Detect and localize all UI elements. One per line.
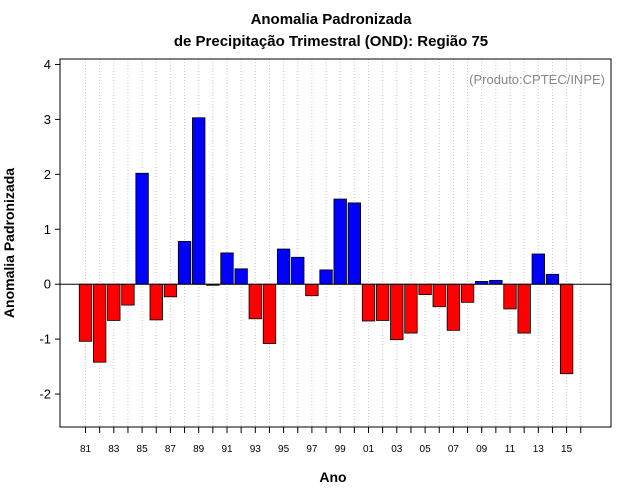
x-tick-label: 89 (193, 444, 205, 455)
bar-1997 (305, 283, 319, 297)
bar-1983 (107, 283, 121, 321)
bar-1987 (163, 283, 178, 298)
bar-2015 (559, 283, 574, 375)
bar-2011 (503, 283, 517, 310)
x-tick-label: 87 (165, 444, 177, 455)
bar-1984 (121, 283, 135, 306)
bar-1988 (177, 240, 192, 285)
x-tick-label: 95 (278, 444, 290, 455)
bar-2013 (531, 253, 545, 285)
y-tick-label: 1 (44, 222, 51, 237)
x-axis-label: Ano (319, 469, 346, 485)
bar-2008 (460, 283, 475, 303)
x-tick-label: 93 (250, 444, 262, 455)
bar-1985 (135, 172, 149, 285)
bar-2004 (404, 283, 418, 334)
y-tick-label: -2 (39, 387, 51, 402)
x-tick-label: 97 (306, 444, 318, 455)
bar-1994 (262, 283, 277, 344)
plot-frame (59, 58, 612, 428)
x-tick-label: 91 (221, 444, 233, 455)
x-tick-label: 83 (108, 444, 120, 455)
x-tick-label: 13 (533, 444, 545, 455)
bar-1982 (93, 283, 107, 363)
bar-1999 (333, 198, 347, 285)
bar-1993 (248, 283, 262, 320)
y-tick-label: 0 (44, 277, 51, 292)
bar-1996 (291, 256, 305, 285)
x-tick-label: 01 (363, 444, 375, 455)
bar-2010 (489, 279, 503, 285)
bar-2001 (361, 283, 376, 322)
credit-text: (Produto:CPTEC/INPE) (469, 72, 605, 87)
gridlines (85, 59, 582, 427)
bar-2002 (375, 283, 390, 321)
bar-2006 (432, 283, 446, 308)
bar-2014 (545, 273, 560, 285)
bar-1991 (220, 252, 234, 285)
x-tick-label: 81 (80, 444, 92, 455)
x-tick-label: 03 (391, 444, 403, 455)
y-axis: -2 -1 0 1 2 3 4 (39, 57, 60, 402)
x-tick-label: 15 (561, 444, 573, 455)
bar-1998 (319, 269, 333, 285)
x-tick-label: 11 (505, 444, 516, 455)
bar-2003 (390, 283, 404, 341)
x-tick-label: 85 (137, 444, 149, 455)
x-axis: 81 83 85 87 89 91 93 95 97 99 01 03 05 07 09 11 13 15 (80, 427, 582, 455)
bar-2007 (446, 283, 461, 331)
bar-1981 (78, 283, 93, 342)
chart-title-line1: Anomalia Padronizada (251, 11, 413, 28)
bar-2005 (418, 283, 432, 296)
y-tick-label: -1 (39, 332, 51, 347)
y-tick-label: 3 (44, 112, 51, 127)
y-tick-label: 2 (44, 167, 51, 182)
bar-1995 (276, 248, 291, 285)
bar-1989 (192, 117, 206, 285)
chart-title-line2: de Precipitação Trimestral (OND): Região… (174, 33, 488, 50)
y-tick-label: 4 (44, 57, 51, 72)
x-tick-label: 05 (420, 444, 432, 455)
bar-2000 (347, 202, 362, 285)
x-tick-label: 09 (476, 444, 488, 455)
y-axis-label: Anomalia Padronizada (1, 168, 17, 318)
bar-1992 (234, 268, 248, 285)
bar-1986 (149, 283, 163, 321)
x-tick-label: 99 (335, 444, 347, 455)
bar-2012 (517, 283, 531, 334)
x-tick-label: 07 (448, 444, 460, 455)
